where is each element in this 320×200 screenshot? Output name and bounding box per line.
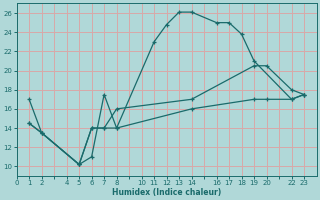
- X-axis label: Humidex (Indice chaleur): Humidex (Indice chaleur): [112, 188, 221, 197]
